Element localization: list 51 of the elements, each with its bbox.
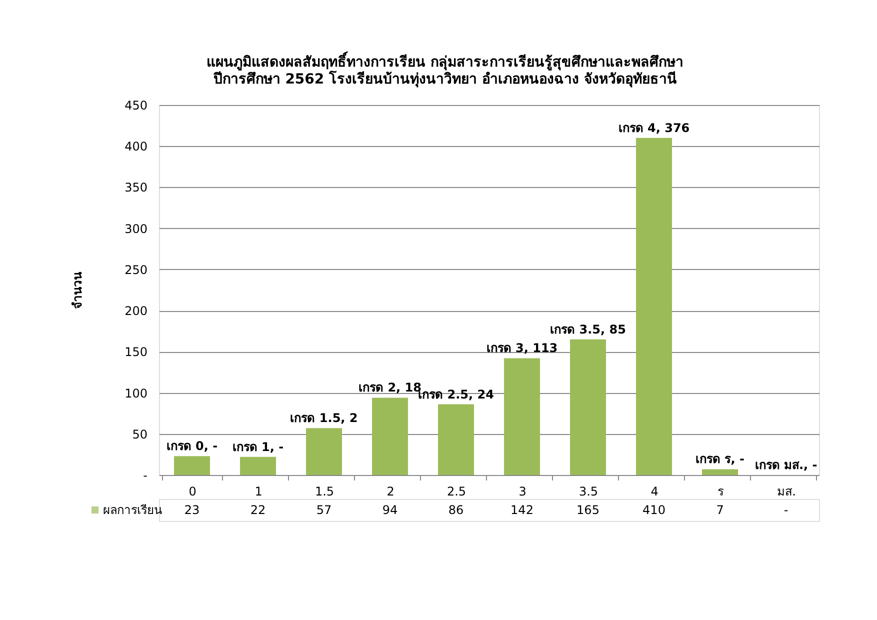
data-label: 142 xyxy=(510,503,534,517)
y-tick-label: 450 xyxy=(124,98,148,112)
annotation: เกรด 4, 376 xyxy=(618,120,690,135)
data-label: 410 xyxy=(642,503,666,517)
y-axis-title: จำนวน xyxy=(70,271,85,309)
data-label: 23 xyxy=(184,503,200,517)
data-label: 22 xyxy=(250,503,266,517)
bar xyxy=(636,138,672,475)
x-tick-label: 2 xyxy=(386,484,394,498)
annotation: เกรด 1.5, 2 xyxy=(290,411,358,426)
annotation: เกรด 0, - xyxy=(166,439,218,454)
x-tick-label: 0 xyxy=(188,484,196,498)
y-tick-label: - xyxy=(143,468,148,482)
bar xyxy=(504,358,540,475)
x-tick-label: 3 xyxy=(518,484,526,498)
y-tick-label: 200 xyxy=(124,304,148,318)
annotation: เกรด ร, - xyxy=(696,452,744,466)
text: - xyxy=(784,503,788,517)
data-label: 165 xyxy=(576,503,600,517)
annotation: เกรด มส., - xyxy=(754,458,818,472)
bar xyxy=(174,456,210,475)
y-tick-label: 400 xyxy=(124,140,148,154)
x-tick-label: ร xyxy=(718,484,724,498)
bar xyxy=(240,456,276,475)
data-label: 86 xyxy=(448,503,464,517)
y-tick-label: 300 xyxy=(124,222,148,236)
annotation: เกรด 3.5, 85 xyxy=(550,322,626,336)
x-tick-label: 4 xyxy=(650,484,658,498)
x-tick-label: 1 xyxy=(254,484,262,498)
y-tick-label: 50 xyxy=(132,427,148,442)
legend-label: ผลการเรียน xyxy=(103,503,162,517)
data-label: 7 xyxy=(716,503,724,517)
bar xyxy=(306,428,342,475)
chart-title: แผนภูมิแสดงผลสัมฤทธิ์ทางการเรียน กลุ่มสาระการเรียนรู้สุขศึกษาและพลศึกษา xyxy=(206,50,684,70)
chart-subtitle: ปีการศึกษา 2562 โรงเรียนบ้านทุ่งนาวิทยา อำเภอหนองฉาง จังหวัดอุทัยธานี xyxy=(212,70,677,88)
bar xyxy=(702,469,738,475)
x-tick-label: 3.5 xyxy=(578,484,598,498)
bar xyxy=(372,398,408,475)
bar xyxy=(438,404,474,475)
x-tick-label: มส. xyxy=(777,484,796,498)
data-label: 94 xyxy=(382,503,398,517)
x-tick-label: 2.5 xyxy=(446,484,466,498)
bar xyxy=(570,339,606,475)
y-tick-label: 100 xyxy=(124,386,148,400)
y-tick-label: 150 xyxy=(124,345,148,360)
annotation: เกรด 3, 113 xyxy=(486,341,558,356)
annotation: เกรด 1, - xyxy=(232,440,284,454)
x-tick-label: 1.5 xyxy=(314,484,334,498)
y-tick-label: 250 xyxy=(124,262,148,277)
y-tick-label: 350 xyxy=(124,180,148,195)
data-label: 57 xyxy=(316,503,332,517)
